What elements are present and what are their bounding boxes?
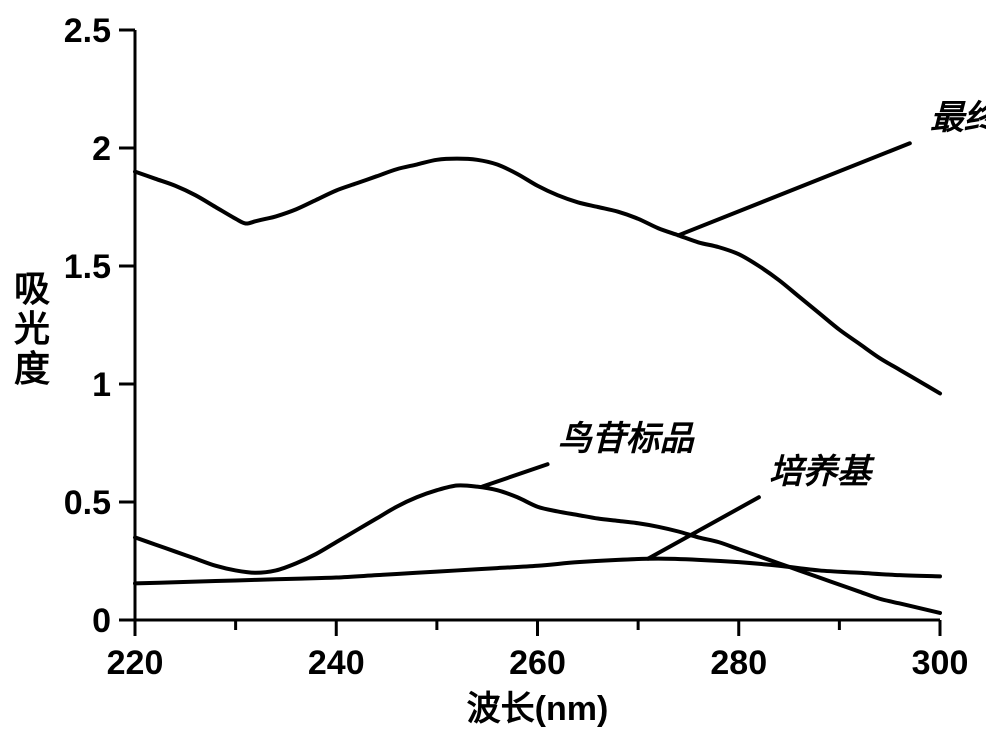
x-tick-label: 220	[107, 644, 164, 682]
series-label-medium: 培养基	[769, 453, 875, 491]
y-tick-label: 0	[92, 602, 111, 640]
svg-text:度: 度	[14, 348, 50, 389]
x-tick-label: 300	[912, 644, 969, 682]
series-label-guanosine_standard: 鸟苷标品	[558, 420, 696, 458]
svg-text:吸: 吸	[14, 268, 50, 309]
series-label-final_fermentation_broth: 最终发酵液	[930, 99, 986, 137]
absorbance-chart: 220 240 260 280 300 0 0.5 1 1.5 2 2.5 波长(nm) 吸光度 最终发酵…	[0, 0, 986, 739]
x-tick-label: 260	[509, 644, 566, 682]
y-tick-label: 2.5	[64, 12, 111, 50]
y-tick-label: 2	[92, 130, 111, 168]
y-tick-label: 1.5	[64, 248, 111, 286]
y-tick-label: 1	[92, 366, 111, 404]
x-tick-label: 280	[710, 644, 767, 682]
x-axis-label: 波长(nm)	[467, 690, 609, 728]
y-axis-label: 吸光度	[14, 268, 50, 389]
y-tick-label: 0.5	[64, 484, 111, 522]
x-tick-label: 240	[308, 644, 365, 682]
svg-text:光: 光	[14, 308, 50, 349]
